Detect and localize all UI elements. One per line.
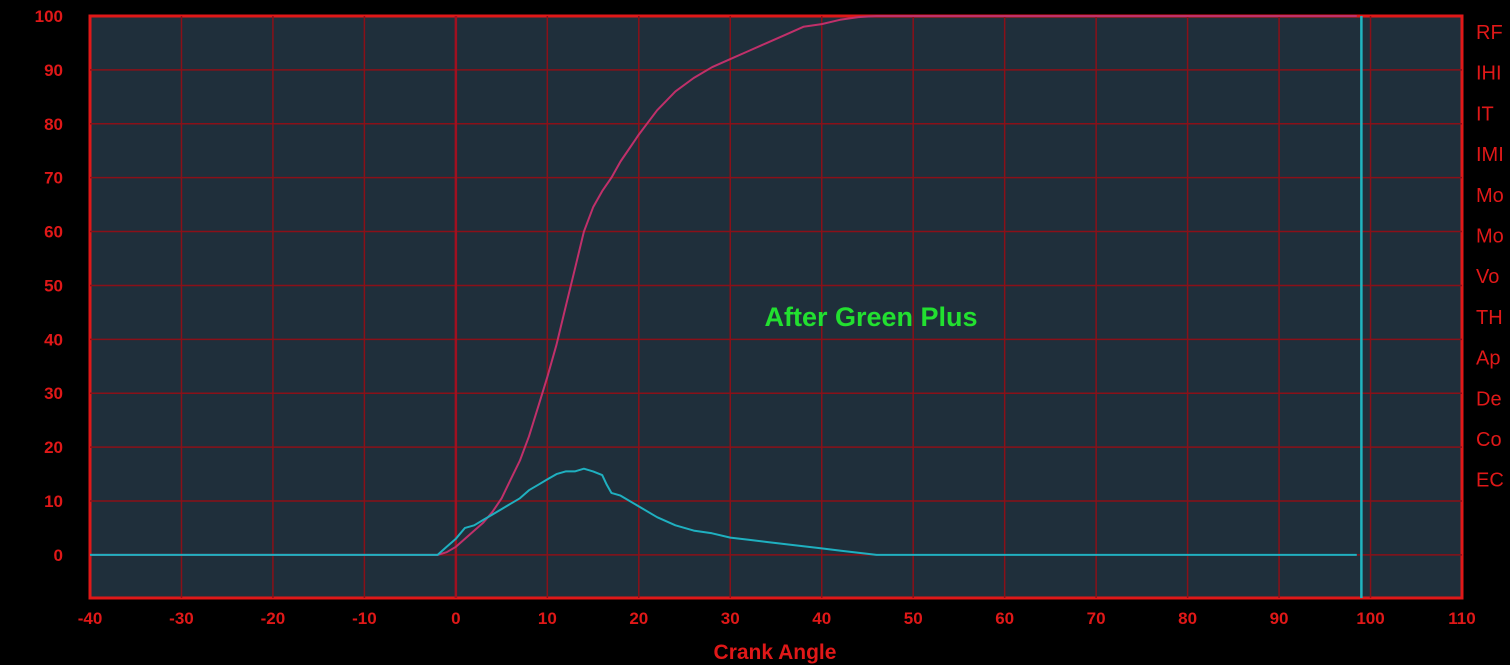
legend-label: Vo xyxy=(1476,266,1499,288)
y-tick-label: 40 xyxy=(44,330,63,349)
legend-label: EC xyxy=(1476,470,1504,492)
y-tick-label: 80 xyxy=(44,115,63,134)
series-layer xyxy=(90,15,1357,556)
x-tick-label: -10 xyxy=(352,609,377,628)
x-tick-label: 30 xyxy=(721,609,740,628)
x-tick-label: -40 xyxy=(78,609,103,628)
y-tick-label: 90 xyxy=(44,61,63,80)
x-tick-label: 100 xyxy=(1356,609,1384,628)
series-line xyxy=(90,467,1357,556)
x-tick-label: 80 xyxy=(1178,609,1197,628)
x-tick-label: 0 xyxy=(451,609,460,628)
legend-label: TH xyxy=(1476,307,1503,329)
legend-label: Mo xyxy=(1476,226,1504,248)
y-tick-label: 0 xyxy=(54,546,63,565)
legend-label: IMI xyxy=(1476,144,1504,166)
x-axis-title: Crank Angle xyxy=(714,641,837,664)
x-tick-label: 10 xyxy=(538,609,557,628)
legend-label: Co xyxy=(1476,429,1502,451)
legend-label: Mo xyxy=(1476,185,1504,207)
x-tick-labels: -40 -30 -20 -10 0 10 20 30 40 50 60 70 80 90 100 110 xyxy=(78,609,1476,628)
x-tick-label: -30 xyxy=(169,609,194,628)
x-tick-label: 90 xyxy=(1270,609,1289,628)
y-tick-label: 100 xyxy=(35,7,63,26)
y-tick-label: 20 xyxy=(44,438,63,457)
y-tick-label: 10 xyxy=(44,492,63,511)
legend-label: Ap xyxy=(1476,348,1500,370)
series-line xyxy=(90,15,1357,556)
annotation-label: After Green Plus xyxy=(764,302,977,332)
x-tick-label: 20 xyxy=(629,609,648,628)
x-tick-label: 60 xyxy=(995,609,1014,628)
legend-label: IHI xyxy=(1476,63,1502,85)
x-tick-label: 50 xyxy=(904,609,923,628)
x-tick-label: 110 xyxy=(1448,609,1475,628)
y-tick-label: 60 xyxy=(44,223,63,242)
y-tick-label: 30 xyxy=(44,384,63,403)
legend-label: RF xyxy=(1476,22,1503,44)
vertical-markers xyxy=(454,16,1363,598)
legend-labels: RF IHI IT IMI Mo Mo Vo TH Ap De Co EC xyxy=(1476,22,1504,492)
x-tick-label: 40 xyxy=(812,609,831,628)
legend-label: IT xyxy=(1476,103,1494,125)
x-tick-label: 70 xyxy=(1087,609,1106,628)
grid-lines xyxy=(90,16,1462,598)
y-tick-label: 70 xyxy=(44,169,63,188)
y-tick-label: 50 xyxy=(44,276,63,295)
x-tick-label: -20 xyxy=(261,609,286,628)
legend-label: De xyxy=(1476,388,1502,410)
